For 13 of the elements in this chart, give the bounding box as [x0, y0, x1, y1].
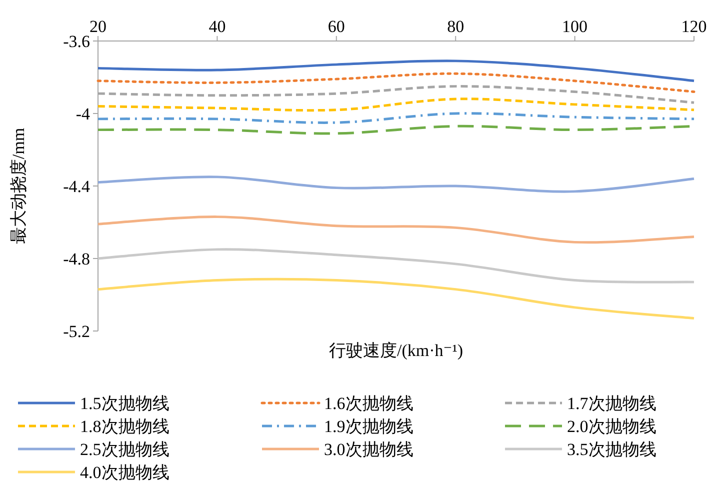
- xlabel: 行驶速度/(km·h⁻¹): [329, 341, 463, 360]
- ytick: -3.6: [63, 32, 90, 51]
- xtick: 20: [90, 17, 106, 36]
- xtick: 100: [562, 17, 588, 36]
- ytick: -4.4: [63, 177, 90, 196]
- xtick: 40: [208, 17, 226, 36]
- ytick: -4.8: [63, 250, 90, 268]
- xtick: 120: [681, 17, 707, 36]
- ytick: -4: [76, 104, 90, 124]
- ylabel: 最大动挠度/mm: [9, 128, 28, 244]
- xtick: 80: [447, 17, 464, 36]
- xtick: 60: [328, 17, 345, 36]
- ytick: -5.2: [63, 322, 90, 341]
